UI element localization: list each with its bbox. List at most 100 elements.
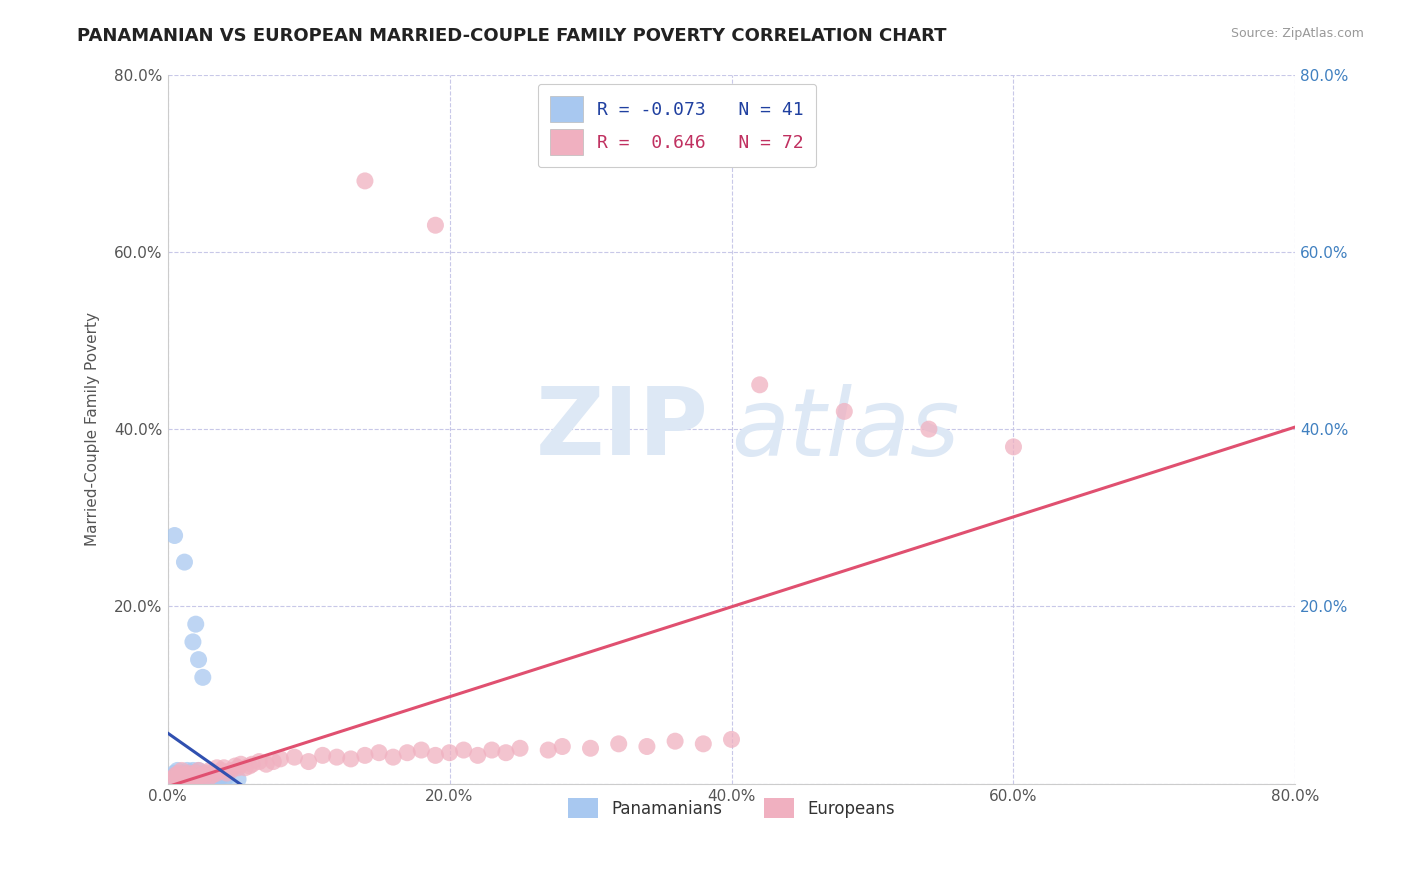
Point [240,757,263,772]
Point [181,635,204,649]
Point [551,739,574,754]
Point [368,746,391,760]
Point [184,766,207,780]
Point [183,768,205,782]
Point [194,770,217,784]
Point [205,761,228,775]
Point [325,750,347,764]
Point [720,732,742,747]
Point [167,766,190,780]
Point [163,770,186,784]
Point [579,741,602,756]
Point [1002,440,1025,454]
Point [169,770,191,784]
Point [495,746,517,760]
Point [177,770,200,784]
Point [195,768,218,782]
Point [238,759,260,773]
Point [173,555,195,569]
Point [166,772,188,787]
Point [191,670,214,684]
Point [215,766,238,780]
Point [481,743,503,757]
Point [181,770,204,784]
Point [748,377,770,392]
Point [254,757,277,772]
Point [205,772,228,787]
Point [167,772,190,786]
Point [297,755,319,769]
Point [269,752,291,766]
Text: Source: ZipAtlas.com: Source: ZipAtlas.com [1230,27,1364,40]
Point [177,766,200,780]
Point [191,766,214,780]
Point [229,757,252,772]
Point [439,746,461,760]
Point [209,764,232,778]
Point [215,770,238,784]
Point [169,770,191,784]
Y-axis label: Married-Couple Family Poverty: Married-Couple Family Poverty [86,312,100,546]
Point [354,174,377,188]
Point [191,772,214,787]
Point [918,422,941,436]
Point [198,770,221,784]
Point [184,766,207,780]
Point [170,772,193,787]
Point [340,752,363,766]
Point [165,772,187,787]
Point [187,652,209,666]
Point [160,772,183,787]
Point [177,768,200,782]
Point [607,737,630,751]
Point [170,764,193,778]
Point [224,759,246,773]
Point [226,761,249,775]
Point [226,772,249,787]
Point [170,768,193,782]
Point [832,404,855,418]
Point [201,768,224,782]
Point [198,764,221,778]
Point [212,772,235,787]
Point [205,766,228,780]
Text: ZIP: ZIP [536,384,709,475]
Point [165,768,187,782]
Point [176,772,198,787]
Point [209,770,232,784]
Point [191,768,214,782]
Point [198,772,221,787]
Point [181,764,204,778]
Point [396,746,419,760]
Point [283,750,305,764]
Point [537,743,560,757]
Point [174,770,197,784]
Point [181,770,204,784]
Point [198,770,221,784]
Point [425,748,447,763]
Point [636,739,658,754]
Point [177,772,200,787]
Point [187,764,209,778]
Point [184,772,207,787]
Point [233,761,256,775]
Point [173,770,195,784]
Point [188,770,211,784]
Point [509,741,531,756]
Point [467,748,489,763]
Point [311,748,333,763]
Point [354,748,377,763]
Point [411,743,433,757]
Point [170,772,193,787]
Point [163,766,186,780]
Point [188,768,211,782]
Point [201,768,224,782]
Point [692,737,714,751]
Point [247,755,270,769]
Point [195,766,218,780]
Point [163,528,186,542]
Point [166,764,188,778]
Point [174,768,197,782]
Point [453,743,475,757]
Point [184,617,207,632]
